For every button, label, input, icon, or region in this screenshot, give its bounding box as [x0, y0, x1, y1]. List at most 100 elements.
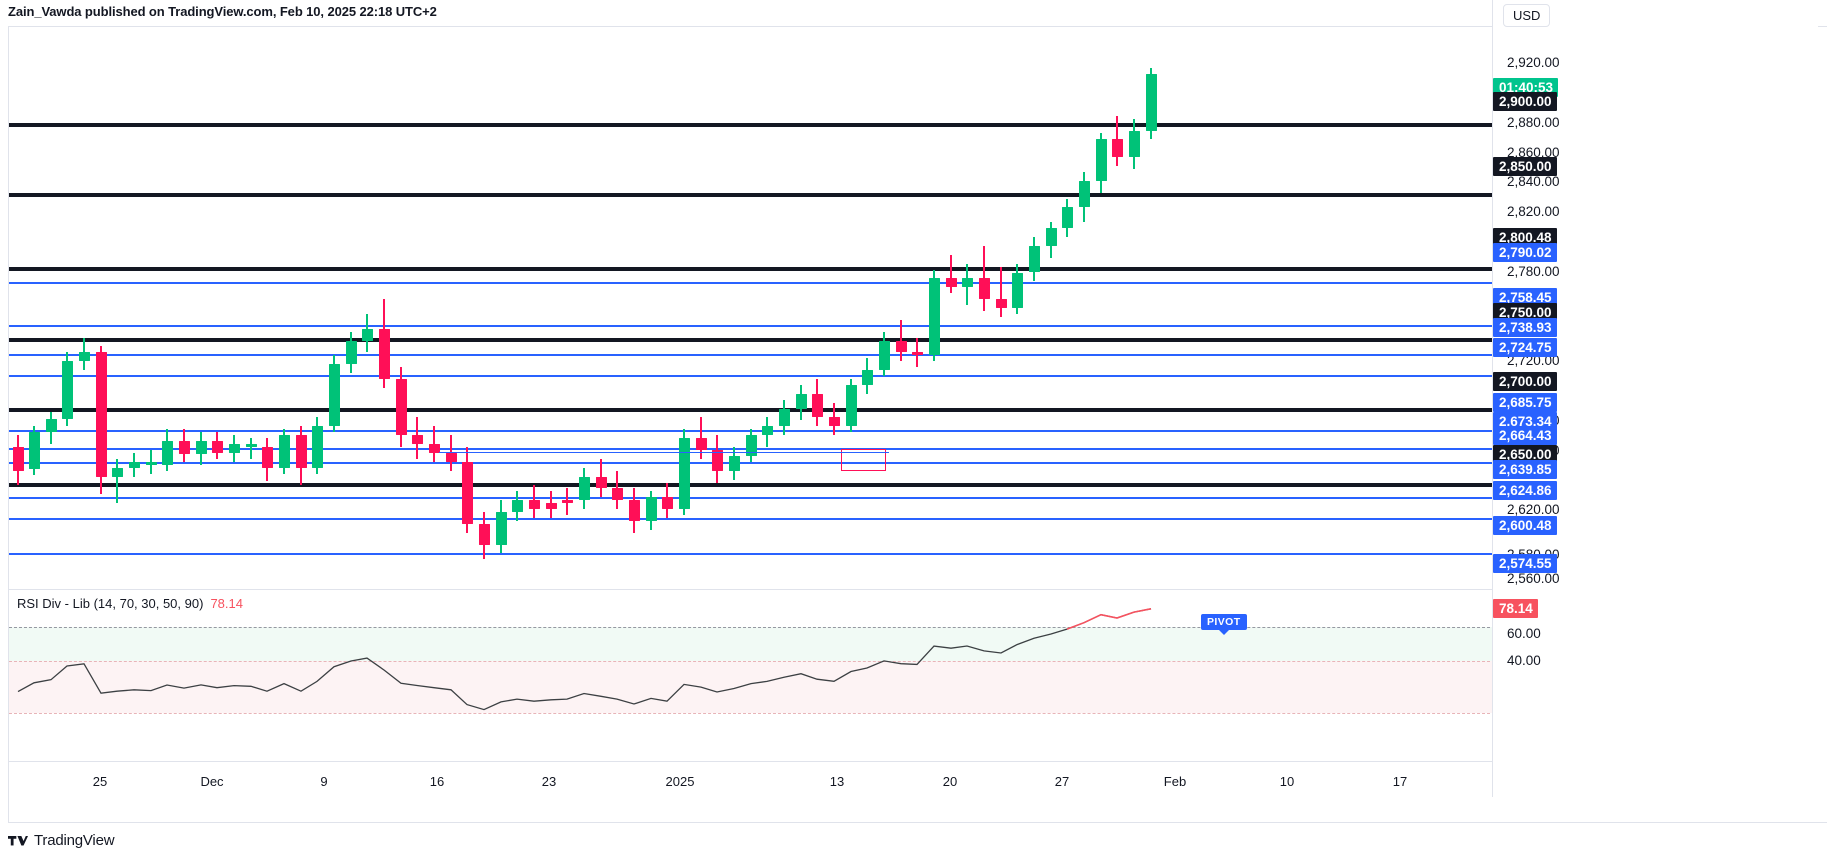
price-badge-272475[interactable]: 2,724.75: [1493, 338, 1557, 357]
pane-separator[interactable]: [9, 589, 1500, 590]
candle-wick: [1000, 266, 1002, 317]
price-badge-290000[interactable]: 2,900.00: [1493, 92, 1557, 111]
candle: [78, 27, 90, 589]
horizontal-ray-annotation[interactable]: [439, 452, 889, 453]
candle: [745, 27, 757, 589]
candle-body: [1028, 245, 1040, 273]
candle-body: [828, 417, 840, 427]
price-badge-266443[interactable]: 2,664.43: [1493, 426, 1557, 445]
price-badge-268575[interactable]: 2,685.75: [1493, 393, 1557, 412]
candle: [361, 27, 373, 589]
pivot-label[interactable]: PIVOT: [1201, 614, 1247, 636]
candle: [928, 27, 940, 589]
price-badge-275845[interactable]: 2,758.45: [1493, 288, 1557, 307]
candle: [228, 27, 240, 589]
candle: [945, 27, 957, 589]
candle: [495, 27, 507, 589]
rsi-value-badge[interactable]: 78.14: [1493, 599, 1538, 618]
candle: [661, 27, 673, 589]
time-tick-label: Feb: [1163, 774, 1187, 789]
price-badge-279002[interactable]: 2,790.02: [1493, 243, 1557, 262]
candle: [445, 27, 457, 589]
attribution-text: Zain_Vawda published on TradingView.com,…: [8, 4, 437, 19]
time-tick-label: 23: [541, 774, 557, 789]
price-tick-label: 2,860.00: [1507, 145, 1560, 160]
candle: [145, 27, 157, 589]
candle-body: [178, 441, 190, 455]
price-scale[interactable]: USD 2,920.00 2,880.00 2,860.00 2,840.00 2,82…: [1492, 0, 1818, 797]
time-tick-label: 16: [429, 774, 445, 789]
tradingview-logo[interactable]: TradingView: [8, 832, 115, 849]
candle-body: [528, 500, 540, 510]
time-axis[interactable]: 25Dec916232025132027Feb101724: [9, 761, 1519, 823]
price-badge-262486[interactable]: 2,624.86: [1493, 481, 1557, 500]
price-badge-275000[interactable]: 2,750.00: [1493, 303, 1557, 322]
candle: [845, 27, 857, 589]
rsi-level-50-line: [9, 661, 1500, 662]
candle-body: [378, 328, 390, 379]
candle: [611, 27, 623, 589]
candle: [1028, 27, 1040, 589]
candle: [911, 27, 923, 589]
candle: [178, 27, 190, 589]
candle-body: [211, 441, 223, 453]
price-tick-label: 2,620.00: [1507, 502, 1560, 517]
candle-body: [495, 512, 507, 545]
price-tick-label: 2,920.00: [1507, 55, 1560, 70]
candle: [628, 27, 640, 589]
candle: [28, 27, 40, 589]
rsi-indicator-title[interactable]: RSI Div - Lib (14, 70, 30, 50, 90) 78.14: [17, 596, 243, 611]
candle-body: [578, 476, 590, 501]
candle-body: [45, 418, 57, 433]
price-pane[interactable]: ⚡🇺🇸🇺🇸🇺🇸🇺🇸: [9, 27, 1500, 589]
candle-body: [278, 435, 290, 468]
candle: [1095, 27, 1107, 589]
candle-body: [878, 340, 890, 371]
price-tick-label: 2,780.00: [1507, 264, 1560, 279]
candle: [295, 27, 307, 589]
price-tick-label: 2,840.00: [1507, 174, 1560, 189]
candle: [778, 27, 790, 589]
rsi-title-text: RSI Div - Lib (14, 70, 30, 50, 90): [17, 596, 204, 611]
candle-body: [978, 278, 990, 300]
candle: [1061, 27, 1073, 589]
candle: [578, 27, 590, 589]
candle-body: [861, 370, 873, 385]
candle-body: [761, 426, 773, 436]
price-badge-260048[interactable]: 2,600.48: [1493, 516, 1557, 535]
time-tick-label: 27: [1054, 774, 1070, 789]
candle-body: [928, 278, 940, 356]
price-badge-273893[interactable]: 2,738.93: [1493, 318, 1557, 337]
candle: [61, 27, 73, 589]
candle: [195, 27, 207, 589]
tradingview-logo-icon: [8, 835, 28, 845]
price-badge-265000[interactable]: 2,650.00: [1493, 445, 1557, 464]
candle: [528, 27, 540, 589]
price-badge-257455[interactable]: 2,574.55: [1493, 554, 1557, 573]
price-badge-280048[interactable]: 2,800.48: [1493, 228, 1557, 247]
rsi-polyline: [17, 608, 1152, 711]
candle-body: [645, 497, 657, 521]
candle-body: [895, 340, 907, 353]
price-badge-270000[interactable]: 2,700.00: [1493, 372, 1557, 391]
candle: [828, 27, 840, 589]
candle: [211, 27, 223, 589]
candle: [895, 27, 907, 589]
candle: [961, 27, 973, 589]
candle-body: [195, 441, 207, 455]
candle-body: [445, 452, 457, 462]
candle: [561, 27, 573, 589]
candle-body: [12, 447, 24, 471]
candle: [1011, 27, 1023, 589]
currency-chip[interactable]: USD: [1503, 4, 1551, 27]
candle: [128, 27, 140, 589]
rsi-pane[interactable]: PIVOT RSI Div - Lib (14, 70, 30, 50, 90)…: [9, 590, 1500, 760]
price-badge-285000[interactable]: 2,850.00: [1493, 157, 1557, 176]
candle-body: [1078, 180, 1090, 208]
candle-body: [795, 393, 807, 409]
time-tick-label: 20: [942, 774, 958, 789]
candle: [261, 27, 273, 589]
rectangle-annotation[interactable]: [841, 449, 886, 471]
price-badge-263985[interactable]: 2,639.85: [1493, 460, 1557, 479]
candle-body: [811, 393, 823, 418]
